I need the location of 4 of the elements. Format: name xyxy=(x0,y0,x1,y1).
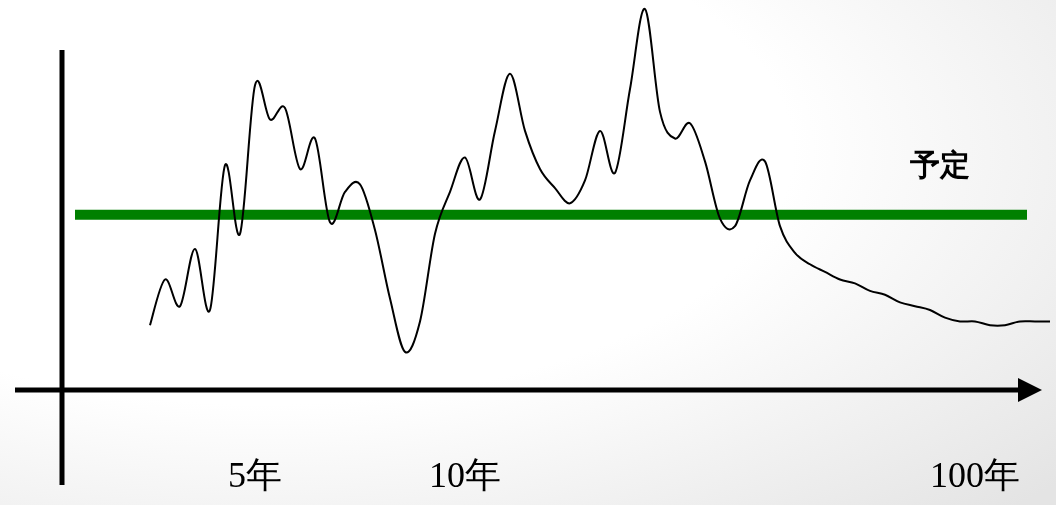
ref-line-label: 予定 xyxy=(909,147,970,181)
x-tick-label: 10年 xyxy=(429,455,501,495)
x-tick-label: 100年 xyxy=(930,455,1020,495)
x-tick-label: 5年 xyxy=(228,455,282,495)
